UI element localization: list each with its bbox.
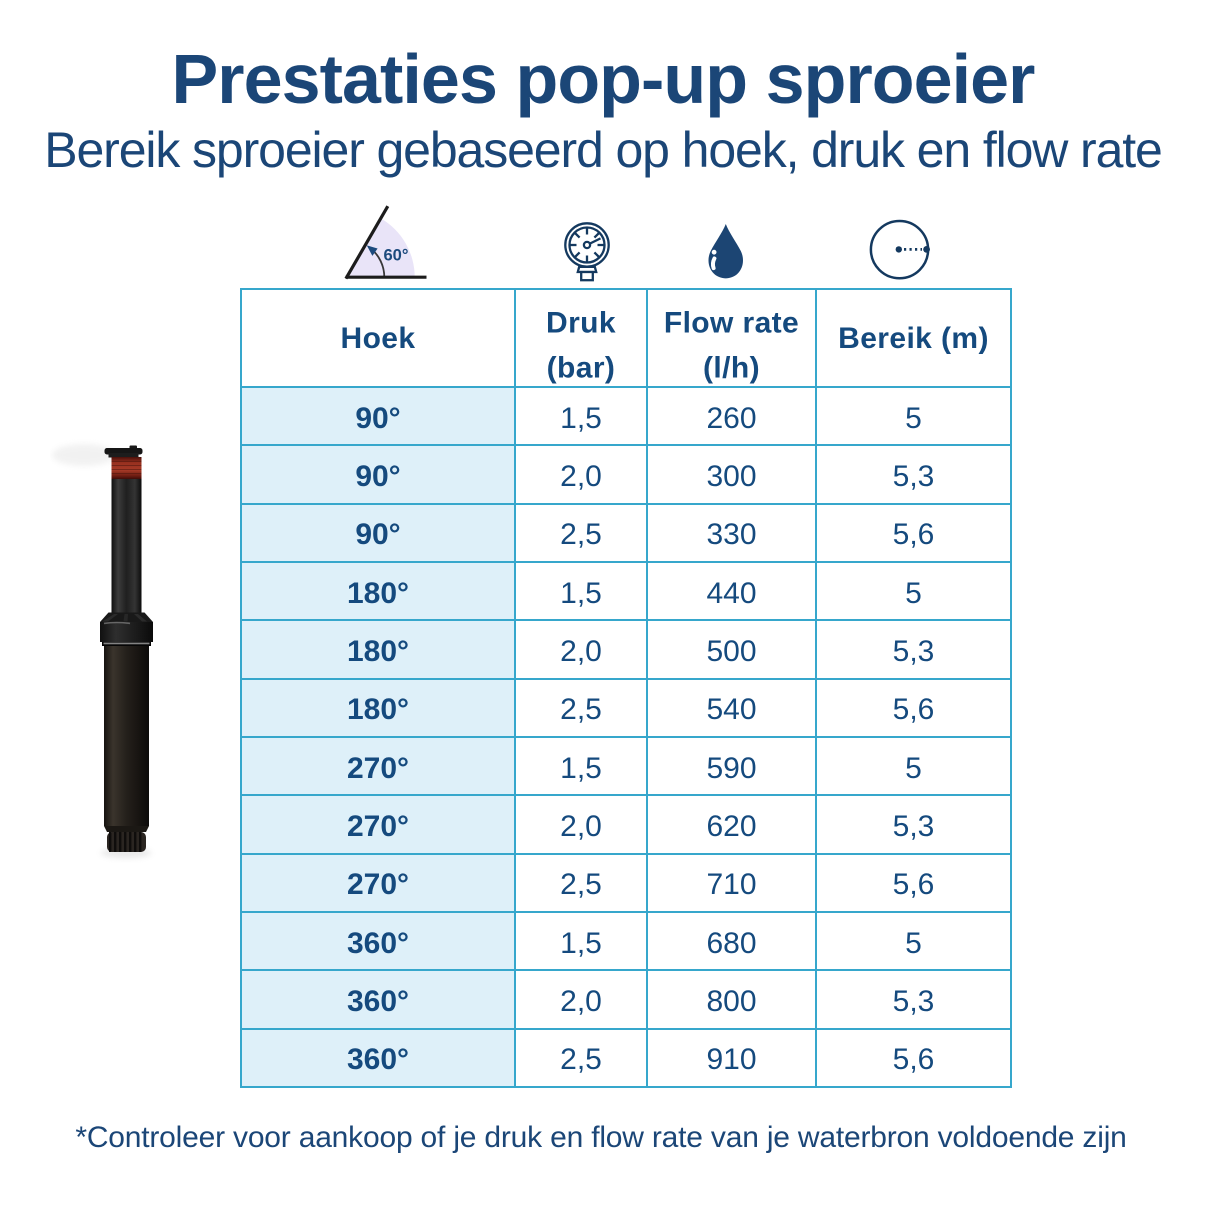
svg-text:60°: 60°: [384, 247, 409, 265]
